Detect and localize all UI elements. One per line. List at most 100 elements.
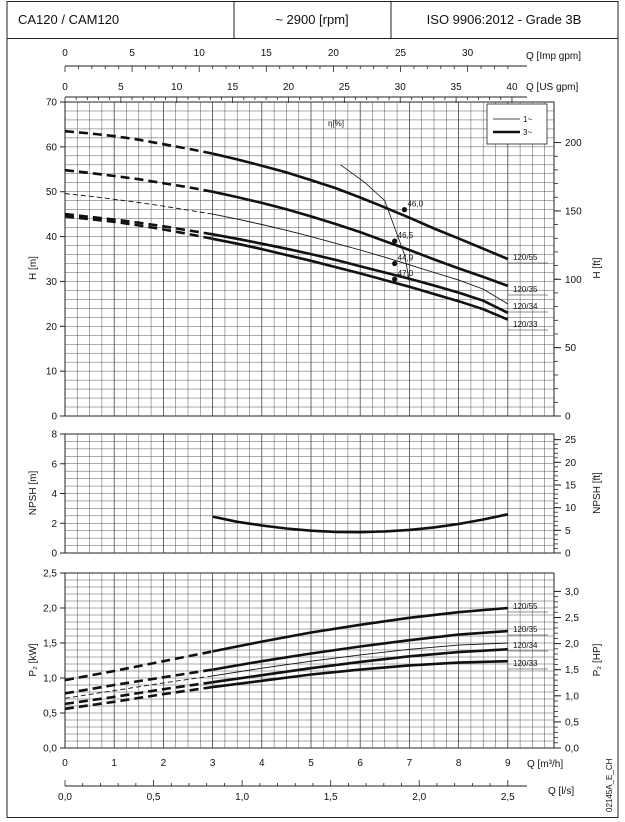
m3h-tick-label: 4 (259, 758, 265, 769)
y2-tick-label: 20 (565, 458, 577, 469)
efficiency-markers: 46,0 46,5 44,9 47,0 (392, 200, 424, 282)
series-line-dashed (64, 680, 213, 706)
header: CA120 / CAM120 ~ 2900 [rpm] ISO 9906:201… (6, 1, 619, 39)
imp-gpm-tick-label: 10 (194, 48, 206, 59)
y-tick-label: 0,5 (43, 709, 57, 720)
imp-gpm-tick-label: 15 (261, 48, 273, 59)
legend-box (486, 103, 548, 145)
imp-gpm-tick-label: 30 (462, 48, 474, 59)
series-line (212, 648, 508, 684)
us-gpm-tick-label: 0 (62, 82, 68, 93)
y2-tick-label: 2,0 (565, 639, 579, 650)
m3h-tick-label: 6 (357, 758, 363, 769)
series-line-dashed (64, 675, 213, 699)
y-tick-label: 60 (46, 142, 58, 153)
y-tick-label: 0 (51, 549, 57, 560)
imp-gpm-tick-label: 20 (328, 48, 340, 59)
ls-tick-label: 2,5 (501, 792, 515, 803)
us-gpm-tick-label: 5 (118, 82, 124, 93)
y-tick-label: 1,5 (43, 639, 57, 650)
y2-tick-label: 0 (565, 412, 571, 423)
head-chart: 0 10 20 30 40 50 60 70 0 50 100 150 200 46,0 46,5 44,9… (28, 98, 603, 423)
legend: 1~ 3~ (486, 103, 548, 145)
y2-tick-label: 10 (565, 503, 577, 514)
us-gpm-tick-label: 25 (339, 82, 351, 93)
series-line (212, 213, 509, 305)
y2-tick-label: 25 (565, 435, 577, 446)
npsh-chart: 0 2 4 6 8 0 5 10 15 20 25 NPSH [m] NPSH [ft] (28, 430, 603, 560)
series-line (212, 629, 508, 671)
efficiency-point (392, 260, 398, 267)
y2-tick-label: 150 (565, 206, 582, 217)
y2-tick-label: 50 (565, 343, 577, 354)
npsh-curves (212, 513, 509, 534)
series-line (212, 233, 509, 314)
series-line-dashed (64, 215, 213, 241)
efficiency-value: 46,0 (407, 200, 423, 209)
y-tick-label: 2,0 (43, 604, 57, 615)
us-gpm-tick-label: 30 (395, 82, 407, 93)
y2-tick-label: 2,5 (565, 613, 579, 624)
curve-label: 120/55 (513, 602, 538, 611)
y-tick-label: 4 (51, 489, 57, 500)
npsh-ylabel: NPSH [m] (28, 471, 39, 516)
header-standard: ISO 9906:2012 - Grade 3B (427, 12, 582, 27)
curve-label: 120/33 (513, 659, 538, 668)
ls-tick-label: 1,0 (235, 792, 249, 803)
series-line-dashed (64, 650, 213, 682)
power-chart: 0,00,51,01,52,02,50,00,51,01,52,02,53,0 … (28, 569, 603, 755)
curve-label: 120/34 (513, 302, 538, 311)
head-ylabel-right: H [ft] (592, 257, 603, 278)
us-gpm-tick-label: 35 (451, 82, 463, 93)
head-curve-labels: 120/55 120/35 120/34 120/33 (508, 253, 548, 331)
curve-label: 120/35 (513, 625, 538, 634)
efficiency-point (401, 207, 408, 213)
series-line-dashed (64, 193, 213, 215)
efficiency-value: 46,5 (398, 231, 414, 240)
plot-frame (64, 101, 555, 417)
y-tick-label: 8 (51, 430, 57, 441)
efficiency-point (392, 276, 398, 282)
power-ylabel-right: P₂ [HP] (592, 643, 603, 676)
imp-gpm-tick-label: 0 (62, 48, 68, 59)
efficiency-value: 44,9 (398, 253, 414, 262)
head-axis-ticks: 0 10 20 30 40 50 60 70 0 50 100 150 200 (46, 98, 582, 423)
y2-tick-label: 5 (565, 526, 571, 537)
y-tick-label: 0 (51, 412, 57, 423)
efficiency-curve (340, 164, 410, 282)
ls-tick-label: 0,0 (58, 792, 72, 803)
legend-label-1ph: 1~ (523, 115, 532, 124)
y-tick-label: 1,0 (43, 674, 57, 685)
m3h-tick-label: 5 (308, 758, 314, 769)
m3h-tick-label: 7 (407, 758, 413, 769)
imp-gpm-label: Q [Imp gpm] (526, 51, 581, 62)
power-axis-ticks: 0,0 0,5 1,0 1,5 2,0 2,5 0,0 0,5 1,0 1,5 2,0 2,5 3,0 (43, 569, 579, 755)
us-gpm-tick-label: 20 (283, 82, 295, 93)
ls-tick-label: 1,5 (324, 792, 338, 803)
y2-tick-label: 1,0 (565, 691, 579, 702)
y2-tick-label: 1,5 (565, 665, 579, 676)
y-tick-label: 2 (51, 519, 57, 530)
series-line-dashed (64, 168, 213, 193)
efficiency-label: η[%] (328, 119, 344, 128)
curve-label: 120/35 (513, 285, 538, 294)
imp-gpm-tick-label: 25 (395, 48, 407, 59)
npsh-line (212, 513, 509, 534)
imp-gpm-tick-label: 5 (129, 48, 135, 59)
y2-tick-label: 0,5 (565, 717, 579, 728)
curve-label: 120/34 (513, 641, 538, 650)
m3h-tick-label: 0 (62, 758, 68, 769)
y-tick-label: 6 (51, 459, 57, 470)
npsh-axis-ticks: 0 2 4 6 8 0 5 10 15 20 25 (51, 430, 576, 560)
series-line (212, 237, 509, 321)
legend-label-3ph: 3~ (523, 128, 532, 137)
y2-tick-label: 100 (565, 275, 582, 286)
y2-tick-label: 3,0 (565, 587, 579, 598)
efficiency-point (392, 238, 398, 244)
y-tick-label: 10 (46, 367, 58, 378)
ls-label: Q [l/s] (548, 786, 574, 797)
y-tick-label: 20 (46, 322, 58, 333)
m3h-tick-label: 8 (456, 758, 462, 769)
y2-tick-label: 0 (565, 549, 571, 560)
